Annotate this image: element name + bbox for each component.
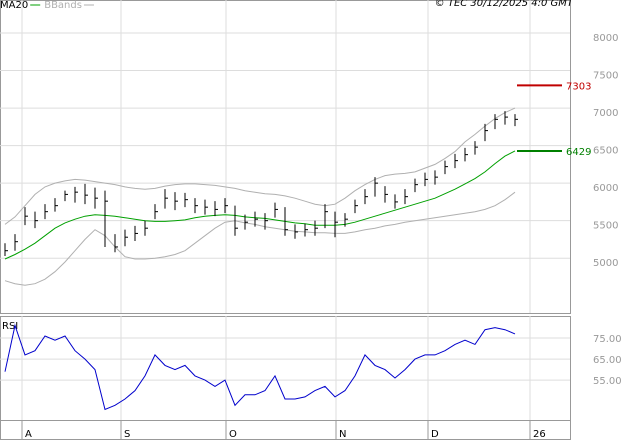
price-panel xyxy=(0,0,571,314)
y-tick-label: 75.00 xyxy=(593,334,622,345)
rsi-line xyxy=(4,323,516,411)
rsi-title: RSI xyxy=(2,321,18,332)
y-tick-label: 5500 xyxy=(593,221,618,232)
y-tick-label: 8000 xyxy=(593,33,618,44)
copyright: © TEC 30/12/2025 4:0 GMT xyxy=(435,0,574,9)
legend-label: MA20 xyxy=(0,0,28,11)
x-tick-label: A xyxy=(25,429,32,440)
x-tick-label: N xyxy=(339,429,346,440)
y-tick-label: 7000 xyxy=(593,108,618,119)
y-tick-label: 6500 xyxy=(593,146,618,157)
band-upper xyxy=(4,107,516,225)
legend-label: BBands xyxy=(44,0,82,11)
y-tick-label: 65.00 xyxy=(593,355,622,366)
y-tick-label: 55.00 xyxy=(593,376,622,387)
moving-average xyxy=(4,150,516,260)
level-label: 6429 xyxy=(566,147,591,158)
y-tick-label: 5000 xyxy=(593,258,618,269)
y-tick-label: 6000 xyxy=(593,183,618,194)
x-tick-label: S xyxy=(124,429,130,440)
x-tick-label: O xyxy=(229,429,237,440)
band-lower xyxy=(4,191,516,286)
y-tick-label: 7500 xyxy=(593,71,618,82)
x-tick-label: D xyxy=(431,429,439,440)
x-tick-label: 26 xyxy=(533,429,546,440)
level-label: 7303 xyxy=(566,81,591,92)
